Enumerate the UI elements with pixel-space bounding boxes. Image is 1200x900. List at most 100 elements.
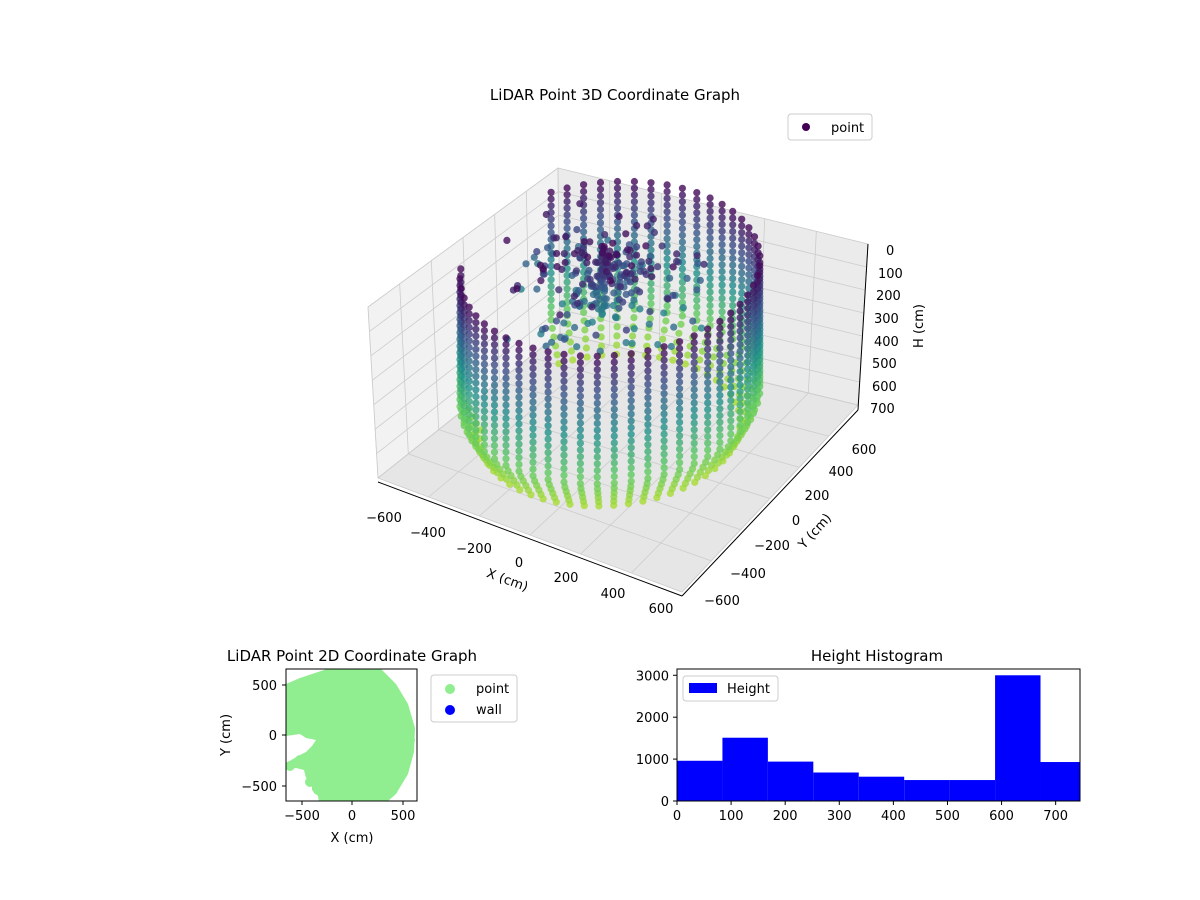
scatter-3d-point <box>465 330 473 338</box>
scatter-3d-point <box>567 347 576 355</box>
scatter-3d-point <box>580 238 588 246</box>
scatter-3d-point <box>515 413 523 421</box>
scatter-3d-point <box>736 408 744 416</box>
scatter-3d-point <box>548 324 556 332</box>
scatter-3d-point <box>729 275 737 283</box>
scatter-3d-point <box>490 354 499 362</box>
scatter-3d-point <box>599 249 607 257</box>
scatter-3d-point <box>749 281 758 289</box>
scatter-3d-point <box>580 187 588 196</box>
scatter-3d-point <box>616 283 625 291</box>
scatter-3d-point <box>502 394 510 402</box>
scatter-3d-point <box>465 323 473 331</box>
scatter-3d-point <box>676 385 684 393</box>
y-ticks-2d: 500 0 −500 <box>241 679 286 795</box>
scatter-3d-point <box>704 419 712 427</box>
scatter-3d-point <box>472 332 480 340</box>
scatter-3d-point <box>689 317 697 325</box>
scatter-3d-point <box>647 293 655 301</box>
scatter-3d-point <box>693 296 701 304</box>
scatter-3d-point <box>544 462 552 470</box>
histogram-y-ticks: 0 1000 2000 3000 <box>636 669 677 810</box>
scatter-3d-point <box>593 399 601 407</box>
scatter-3d-point <box>677 320 685 328</box>
scatter-3d-point <box>576 200 584 208</box>
scatter-3d-point <box>615 304 623 312</box>
scatter-3d-point <box>566 338 574 346</box>
scatter-3d-point <box>738 276 746 284</box>
scatter-3d-point <box>628 301 636 310</box>
scatter-3d-point <box>690 412 698 420</box>
scatter-3d-point <box>706 241 714 249</box>
scatter-3d-point <box>716 351 724 359</box>
scatter-3d-point <box>716 438 724 446</box>
scatter-3d-point <box>744 372 752 380</box>
scatter-3d-point <box>552 234 560 242</box>
scatter-2d-point <box>305 777 315 787</box>
scatter-3d-point <box>502 401 510 409</box>
scatter-3d-point <box>744 311 752 319</box>
scatter-3d-point <box>660 349 668 357</box>
scatter-3d-point <box>716 344 724 352</box>
scatter-3d-point <box>676 405 684 413</box>
scatter-3d-point <box>490 415 499 423</box>
scatter-3d-point <box>615 212 623 221</box>
scatter-3d-point <box>729 268 737 276</box>
scatter-3d-point <box>701 472 710 480</box>
scatter-3d-point <box>736 415 744 423</box>
x-axis-label-2d: X (cm) <box>331 831 374 846</box>
scatter-3d-point <box>490 448 499 456</box>
scatter-3d-point <box>544 408 552 416</box>
scatter-3d-point <box>736 401 744 409</box>
scatter-3d-point <box>704 392 712 400</box>
scatter-3d-point <box>548 338 556 346</box>
scatter-3d-point <box>658 242 666 250</box>
scatter-3d-point <box>515 393 523 401</box>
scatter-3d-point <box>745 224 753 232</box>
scatter-3d-point <box>627 410 635 418</box>
scatter-3d-point <box>628 339 636 347</box>
scatter-3d-point <box>576 473 585 481</box>
scatter-3d-point <box>756 252 764 260</box>
scatter-3d-point <box>610 358 618 366</box>
y-axis-label: Y (cm) <box>795 511 835 553</box>
scatter-3d-point <box>465 431 473 439</box>
scatter-3d-point <box>576 439 585 447</box>
scatter-3d-point <box>676 378 684 386</box>
scatter-3d-point <box>704 352 712 360</box>
scatter-3d-point <box>547 309 555 317</box>
y-tick-2d: −500 <box>241 780 277 795</box>
scatter-3d-point <box>490 367 499 376</box>
scatter-3d-point <box>563 211 571 219</box>
scatter-3d-point <box>627 289 636 297</box>
scatter-3d-point <box>678 245 687 253</box>
scatter-3d-point <box>738 235 746 243</box>
scatter-3d-point <box>622 230 630 238</box>
scatter-3d-point <box>529 445 537 453</box>
scatter-3d-point <box>693 229 701 237</box>
scatter-3d-point <box>580 214 588 222</box>
scatter-3d-point <box>529 452 537 460</box>
scatter-3d-point <box>727 336 735 344</box>
scatter-3d-point <box>745 264 753 272</box>
scatter-3d-point <box>560 404 568 412</box>
scatter-3d-point <box>696 276 704 284</box>
scatter-3d-point <box>627 444 635 452</box>
scatter-3d-point <box>465 337 473 345</box>
scatter-3d-point <box>613 198 622 206</box>
grid-line <box>807 231 817 394</box>
scatter-3d-point <box>529 384 537 392</box>
scatter-3d-point <box>515 400 523 408</box>
scatter-3d-point <box>676 412 684 420</box>
scatter-3d-point <box>490 421 499 429</box>
scatter-3d-point <box>690 426 698 434</box>
scatter-3d-point <box>571 323 579 332</box>
scatter-3d-point <box>613 231 622 239</box>
chart-2d: LiDAR Point 2D Coordinate Graph −500 0 5… <box>219 647 518 846</box>
scatter-3d-point <box>733 434 742 442</box>
scatter-3d-point <box>472 352 480 360</box>
scatter-3d-point <box>690 372 698 380</box>
scatter-3d-point <box>465 370 473 378</box>
scatter-3d-point <box>630 198 639 206</box>
scatter-3d-point <box>502 347 510 355</box>
